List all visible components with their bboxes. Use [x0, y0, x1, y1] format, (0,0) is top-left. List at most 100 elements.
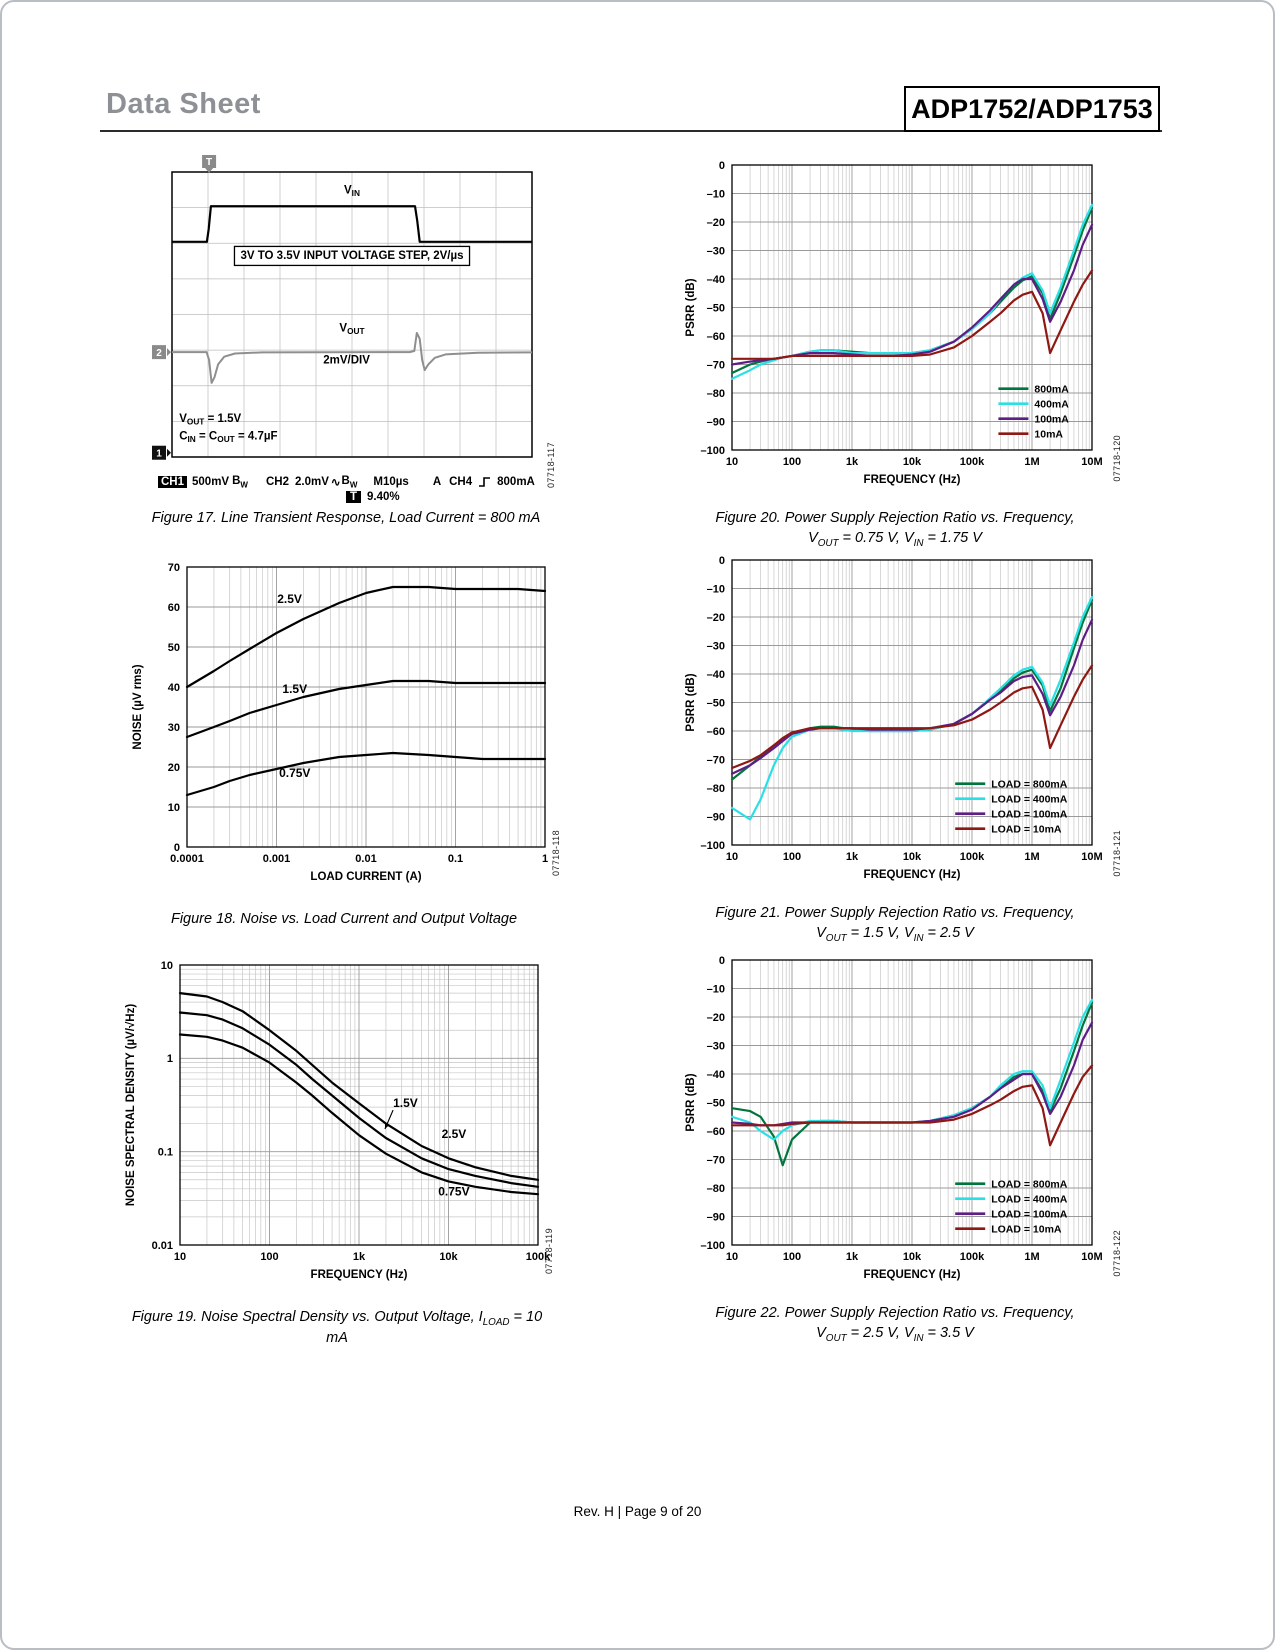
series-2.5V — [185, 585, 547, 689]
header-rule — [100, 130, 1162, 132]
svg-text:–100: –100 — [701, 445, 725, 457]
grid-major — [732, 560, 1092, 845]
svg-text:1k: 1k — [846, 1251, 859, 1263]
series-0.75V — [185, 751, 547, 797]
svg-text:100mA: 100mA — [1034, 414, 1069, 426]
figure-caption: Figure 19. Noise Spectral Density vs. Ou… — [120, 1308, 554, 1349]
svg-text:50: 50 — [168, 642, 180, 654]
svg-text:–30: –30 — [707, 1040, 725, 1052]
figure-number-code: 07718-120 — [1112, 435, 1122, 482]
oscilloscope-display: T 2 1 VIN 3V TO 3.5V INPUT VOLTAGE STEP, 2V/… — [150, 154, 542, 504]
svg-text:30: 30 — [168, 722, 180, 734]
trigger-marker — [202, 155, 217, 168]
vin-trace — [172, 205, 532, 243]
figure-caption: Figure 22. Power Supply Rejection Ratio … — [680, 1304, 1110, 1345]
svg-text:–10: –10 — [707, 188, 725, 200]
svg-text:1.5V: 1.5V — [393, 1096, 418, 1110]
svg-text:10: 10 — [726, 456, 738, 468]
svg-text:10k: 10k — [903, 851, 922, 863]
scope-canvas: T 2 1 VIN 3V TO 3.5V INPUT VOLTAGE STEP, 2V/… — [152, 155, 533, 460]
svg-text:3V TO 3.5V INPUT VOLTAGE STEP,: 3V TO 3.5V INPUT VOLTAGE STEP, 2V/µs — [240, 250, 463, 262]
svg-text:PSRR (dB): PSRR (dB) — [685, 278, 697, 336]
svg-text:PSRR (dB): PSRR (dB) — [685, 673, 697, 731]
svg-text:0.01: 0.01 — [355, 853, 376, 865]
svg-text:20: 20 — [168, 762, 180, 774]
svg-text:100k: 100k — [526, 1251, 551, 1263]
svg-text:10k: 10k — [903, 456, 922, 468]
svg-text:2: 2 — [156, 348, 162, 359]
svg-text:0.75V: 0.75V — [279, 766, 310, 780]
svg-text:10: 10 — [168, 802, 180, 814]
svg-text:10mA: 10mA — [1034, 429, 1063, 441]
svg-text:0: 0 — [719, 555, 725, 567]
figure-19-noise-spectral-density: 10 100 1k 10k 100k 0.01 0.1 1 10 FREQUENCY (Hz) NO… — [120, 955, 554, 1349]
series-LOAD = 100mA — [730, 1021, 1094, 1127]
figure-20-psrr-075v: 10 100 1k 10k 100k 1M 10M 0 –10 –20 –30 –40 –50 –60 –7… — [680, 155, 1122, 550]
svg-text:FREQUENCY (Hz): FREQUENCY (Hz) — [864, 474, 961, 486]
svg-text:–60: –60 — [707, 1126, 725, 1138]
svg-text:VOUT: VOUT — [339, 323, 364, 337]
grid-minor — [180, 965, 538, 1245]
svg-text:LOAD = 800mA: LOAD = 800mA — [991, 779, 1068, 791]
rising-edge-icon — [479, 477, 491, 487]
figure-number-code: 07718-119 — [544, 1228, 554, 1274]
figure-17-line-transient: T 2 1 VIN 3V TO 3.5V INPUT VOLTAGE STEP, 2V/… — [150, 154, 556, 529]
svg-text:LOAD = 10mA: LOAD = 10mA — [991, 824, 1062, 836]
svg-text:T: T — [206, 157, 212, 168]
noise-vs-load-chart: 0.0001 0.001 0.01 0.1 1 0 10 20 30 40 50 60 70 LOAD C… — [127, 557, 561, 904]
svg-text:–20: –20 — [707, 217, 725, 229]
series-LOAD = 400mA — [730, 595, 1094, 821]
svg-text:0.1: 0.1 — [158, 1146, 173, 1158]
svg-text:NOISE SPECTRAL DENSITY (µV/√Hz: NOISE SPECTRAL DENSITY (µV/√Hz) — [124, 1004, 137, 1206]
svg-text:60: 60 — [168, 602, 180, 614]
svg-text:LOAD = 100mA: LOAD = 100mA — [991, 809, 1068, 821]
svg-text:0: 0 — [719, 160, 725, 172]
figure-caption: Figure 18. Noise vs. Load Current and Ou… — [127, 910, 561, 930]
svg-text:VIN: VIN — [344, 184, 360, 198]
svg-text:0.0001: 0.0001 — [170, 853, 204, 865]
svg-text:–70: –70 — [707, 1154, 725, 1166]
figure-number-code: 07718-121 — [1112, 830, 1122, 877]
grid-major — [732, 165, 1092, 450]
svg-text:1k: 1k — [353, 1251, 366, 1263]
page-header-doc-type: Data Sheet — [106, 88, 261, 120]
svg-text:10: 10 — [174, 1251, 186, 1263]
ch1-marker — [152, 445, 166, 460]
svg-text:1M: 1M — [1024, 1251, 1039, 1263]
svg-text:–60: –60 — [707, 331, 725, 343]
svg-text:–70: –70 — [707, 359, 725, 371]
svg-text:1: 1 — [156, 449, 162, 460]
svg-text:–80: –80 — [707, 388, 725, 400]
svg-text:2.5V: 2.5V — [277, 592, 302, 606]
svg-text:2.5V: 2.5V — [442, 1127, 467, 1141]
page-header-part-number: ADP1752/ADP1753 — [904, 86, 1160, 132]
figure-number-code: 07718-122 — [1112, 1230, 1122, 1277]
psrr-chart-075v: 10 100 1k 10k 100k 1M 10M 0 –10 –20 –30 –40 –50 –60 –7… — [680, 155, 1110, 505]
svg-text:10: 10 — [726, 1251, 738, 1263]
svg-text:–90: –90 — [707, 811, 725, 823]
svg-text:–30: –30 — [707, 245, 725, 257]
svg-text:800mA: 800mA — [1034, 384, 1069, 396]
svg-text:PSRR (dB): PSRR (dB) — [685, 1073, 697, 1131]
figure-caption: Figure 20. Power Supply Rejection Ratio … — [680, 509, 1110, 550]
svg-text:1k: 1k — [846, 851, 859, 863]
svg-text:–40: –40 — [707, 274, 725, 286]
svg-text:0.75V: 0.75V — [438, 1184, 469, 1198]
svg-text:LOAD = 10mA: LOAD = 10mA — [991, 1224, 1062, 1236]
svg-text:100k: 100k — [960, 456, 985, 468]
svg-text:1M: 1M — [1024, 456, 1039, 468]
figure-18-noise-vs-load: 0.0001 0.001 0.01 0.1 1 0 10 20 30 40 50 60 70 LOAD C… — [127, 557, 561, 930]
svg-text:–60: –60 — [707, 726, 725, 738]
caption-line-2: VOUT = 0.75 V, VIN = 1.75 V — [808, 529, 982, 549]
caption-line-1: Figure 22. Power Supply Rejection Ratio … — [715, 1305, 1075, 1321]
series-2.5V — [178, 991, 540, 1181]
chart-canvas: 10 100 1k 10k 100k 1M 10M 0 –10 –20 –30 –40 –50 –60 –7… — [685, 160, 1103, 486]
svg-text:–100: –100 — [701, 1240, 725, 1252]
svg-text:LOAD = 400mA: LOAD = 400mA — [991, 1194, 1068, 1206]
page-footer: Rev. H | Page 9 of 20 — [573, 1504, 702, 1519]
svg-text:LOAD = 100mA: LOAD = 100mA — [991, 1209, 1068, 1221]
svg-text:10M: 10M — [1081, 456, 1102, 468]
noise-spectral-density-chart: 10 100 1k 10k 100k 0.01 0.1 1 10 FREQUENCY (Hz) NO… — [120, 955, 554, 1302]
grid-major — [180, 965, 538, 1245]
svg-text:–10: –10 — [707, 983, 725, 995]
